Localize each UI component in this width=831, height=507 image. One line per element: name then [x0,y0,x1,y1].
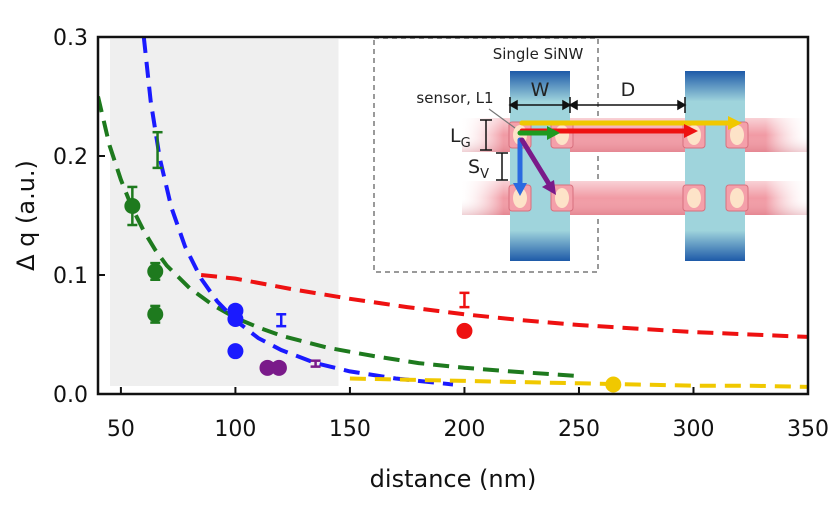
x-tick-label-7: 350 [787,417,829,442]
x-tick-label-4: 200 [443,417,485,442]
data-point-10 [605,376,622,393]
extra-error-bar-3 [310,359,321,368]
label-lg-main: L [450,125,461,147]
y-tick-label-4: 0.3 [53,26,88,51]
data-point-8 [270,359,287,376]
label-lg: LG [450,125,471,151]
label-sensor: sensor, L1 [416,89,493,107]
dimension-w [508,97,572,113]
inset-title: Single SiNW [493,45,584,63]
x-tick-label-2: 100 [214,417,256,442]
data-point-1 [124,197,141,214]
y-tick-label-2: 0.1 [53,264,88,289]
dimension-lg [480,119,492,151]
sensor-pointer [488,108,516,129]
label-w: W [531,79,550,101]
extra-error-bar-1 [152,130,163,170]
x-axis-label: distance (nm) [370,465,537,493]
label-d: D [621,79,636,101]
coupling-arrows [513,116,742,196]
y-tick-label-1: 0.0 [53,383,88,408]
data-point-3 [147,306,164,323]
data-point-6 [227,343,244,360]
shaded-region [110,39,339,386]
data-points [124,130,622,393]
label-sv-sub: V [480,167,489,182]
dimension-sv [496,152,508,181]
extra-error-bar-2 [276,313,287,328]
x-tick-label-1: 50 [107,417,135,442]
x-tick-label-6: 300 [672,417,714,442]
fit-curve-3 [200,273,808,339]
x-tick-label-3: 150 [329,417,371,442]
label-sv: SV [468,156,489,182]
y-axis-label: Δ q (a.u.) [12,160,40,271]
arrow-purple [519,137,552,187]
label-lg-sub: G [461,136,471,151]
data-point-5 [227,311,244,328]
y-tick-label-3: 0.2 [53,145,88,170]
inset-diagram: Single SiNW [373,37,807,273]
data-point-9 [456,322,473,339]
data-point-7 [259,359,276,376]
extra-error-bar-4 [459,291,470,309]
fit-curve-4 [349,376,808,389]
gate-column-2 [685,71,745,261]
plot-frame [96,35,810,396]
fit-curve-2 [141,37,454,387]
x-axis-ticks: 50 100 150 200 250 300 350 [107,387,829,442]
label-sv-main: S [468,156,480,178]
dimension-d [568,97,687,113]
y-axis-ticks: 0.0 0.1 0.2 0.3 [53,26,105,408]
data-point-2 [147,263,164,280]
x-tick-label-5: 250 [558,417,600,442]
